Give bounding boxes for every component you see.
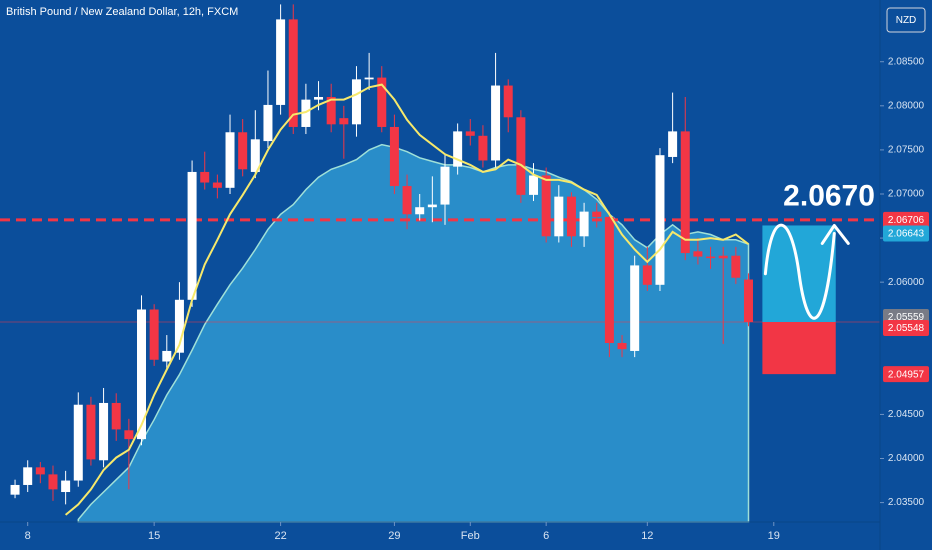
forecast-curve: [763, 223, 836, 320]
candle-body: [731, 255, 741, 278]
candle-body: [238, 132, 248, 170]
y-tick-label: 2.03500: [888, 497, 925, 508]
price-badge: [883, 225, 929, 242]
candle-body: [187, 171, 197, 300]
candle-body: [415, 207, 425, 215]
candle-body: [364, 77, 374, 80]
candle-body: [668, 131, 678, 157]
candle-body: [212, 182, 222, 188]
candle-body: [453, 131, 463, 167]
candle-body: [554, 196, 564, 237]
x-tick-label: 22: [274, 530, 286, 542]
candle-body: [680, 131, 690, 254]
y-tick-label: 2.06000: [888, 277, 925, 288]
candle-body: [630, 265, 640, 351]
candle-body: [743, 279, 753, 323]
price-badge-label: 2.05548: [888, 323, 925, 334]
candle-body: [162, 350, 172, 362]
y-tick-label: 2.08500: [888, 56, 925, 67]
y-tick-label: 2.07500: [888, 145, 925, 156]
candle-body: [200, 171, 210, 183]
x-tick-label: 29: [388, 530, 400, 542]
candle-body: [288, 19, 298, 127]
candle-body: [86, 404, 96, 460]
candle-body: [276, 19, 286, 105]
candle-body: [124, 430, 134, 440]
x-tick-label: Feb: [461, 530, 480, 542]
candle-body: [541, 175, 551, 237]
candle-body: [225, 132, 235, 188]
candle-body: [73, 404, 83, 481]
currency-box[interactable]: [886, 7, 926, 33]
candle-body: [35, 467, 45, 475]
y-tick-label: 2.04500: [888, 409, 925, 420]
stop-zone: [762, 322, 836, 375]
x-tick-label: 19: [768, 530, 780, 542]
candle-body: [718, 255, 728, 259]
candle-body: [693, 251, 703, 257]
forecast-arrow: [820, 223, 850, 245]
price-badge-label: 2.04957: [888, 369, 925, 380]
candle-body: [529, 175, 539, 195]
y-tick-label: 2.08000: [888, 100, 925, 111]
plot-area: 2.0670: [0, 4, 880, 523]
candle-body: [149, 309, 159, 360]
price-badge: [883, 320, 929, 337]
candle-body: [566, 196, 576, 237]
price-badge-label: 2.05559: [888, 312, 925, 323]
candle-body: [427, 204, 437, 208]
x-tick-label: 8: [25, 530, 31, 542]
candle-body: [48, 474, 58, 490]
price-badge: [883, 211, 929, 228]
candle-body: [617, 343, 627, 350]
candle-body: [592, 211, 602, 217]
candle-body: [389, 126, 399, 187]
x-tick-label: 12: [641, 530, 653, 542]
candle-body: [642, 265, 652, 285]
candle-body: [516, 117, 526, 195]
y-tick-label: 2.04000: [888, 453, 925, 464]
candle-body: [301, 99, 311, 127]
candle-body: [579, 211, 589, 237]
candle-body: [111, 402, 121, 430]
price-badge-label: 2.06706: [888, 215, 925, 226]
candle-body: [491, 85, 501, 161]
target-label: 2.0670: [783, 179, 875, 212]
candle-body: [99, 402, 109, 461]
candle-body: [440, 166, 450, 205]
candle-body: [478, 135, 488, 161]
currency-label[interactable]: NZD: [896, 15, 917, 26]
candle-body: [465, 131, 475, 136]
candle-body: [402, 186, 412, 215]
y-tick-label: 2.07000: [888, 189, 925, 200]
candle-body: [10, 484, 20, 495]
ema-line: [64, 83, 750, 516]
x-tick-label: 6: [543, 530, 549, 542]
x-tick-label: 15: [148, 530, 160, 542]
candle-body: [314, 96, 324, 100]
candle-body: [326, 96, 336, 125]
candle-body: [339, 118, 349, 125]
candle-body: [706, 256, 716, 259]
candle-body: [377, 77, 387, 127]
candle-body: [503, 85, 513, 118]
candle-body: [263, 104, 273, 142]
candle-body: [655, 155, 665, 285]
price-badge: [883, 366, 929, 383]
price-badge-label: 2.06643: [888, 229, 925, 240]
candle-body: [351, 79, 361, 125]
candle-body: [137, 309, 147, 440]
candle-body: [250, 139, 260, 172]
candle-body: [61, 480, 71, 493]
chart-title: British Pound / New Zealand Dollar, 12h,…: [6, 6, 238, 18]
candle-body: [23, 467, 33, 485]
candle-body: [604, 216, 614, 344]
candle-body: [174, 299, 184, 353]
